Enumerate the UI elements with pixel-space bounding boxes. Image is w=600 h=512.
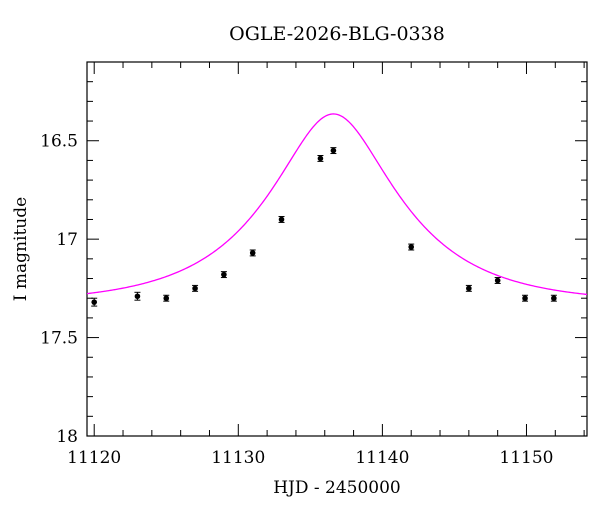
data-point [330, 147, 337, 155]
point-marker [91, 299, 98, 305]
y-tick-label: 17.5 [40, 329, 78, 349]
point-marker [317, 155, 324, 162]
y-tick-label: 17 [56, 230, 78, 250]
data-point [91, 297, 98, 307]
data-point [220, 271, 227, 279]
axis-ticks [87, 61, 587, 437]
point-marker [408, 244, 415, 250]
data-point [317, 155, 324, 162]
data-point [163, 294, 170, 302]
data-point [134, 291, 141, 301]
point-marker [278, 216, 285, 223]
x-tick-label: 11150 [499, 448, 553, 468]
y-tick-label: 16.5 [40, 132, 78, 152]
y-axis-label: I magnitude [11, 197, 31, 301]
data-point [550, 294, 557, 302]
chart-title: OGLE-2026-BLG-0338 [229, 23, 445, 45]
x-tick-label: 11140 [355, 448, 409, 468]
x-tick-label: 11120 [67, 448, 121, 468]
data-point [408, 243, 415, 251]
tick-labels: 11120 11130 11140 11150 16.5 17 17.5 18 [40, 132, 553, 468]
data-point [249, 249, 256, 257]
point-marker [494, 277, 501, 284]
data-point [278, 216, 285, 223]
x-tick-label: 11130 [211, 448, 265, 468]
data-points [91, 147, 557, 307]
point-marker [522, 295, 528, 302]
point-marker [192, 285, 198, 292]
data-point [192, 284, 199, 292]
point-marker [249, 250, 256, 256]
data-point [494, 277, 501, 284]
point-marker [551, 295, 557, 302]
model-curve [86, 113, 588, 296]
point-marker [163, 295, 170, 302]
data-point [465, 284, 472, 292]
y-tick-label: 18 [56, 427, 78, 447]
data-point [522, 294, 529, 302]
x-axis-label: HJD - 2450000 [273, 478, 401, 498]
point-marker [466, 285, 472, 292]
point-marker [221, 271, 227, 278]
point-marker [134, 293, 141, 300]
plot-frame [86, 61, 588, 437]
point-marker [330, 147, 337, 154]
